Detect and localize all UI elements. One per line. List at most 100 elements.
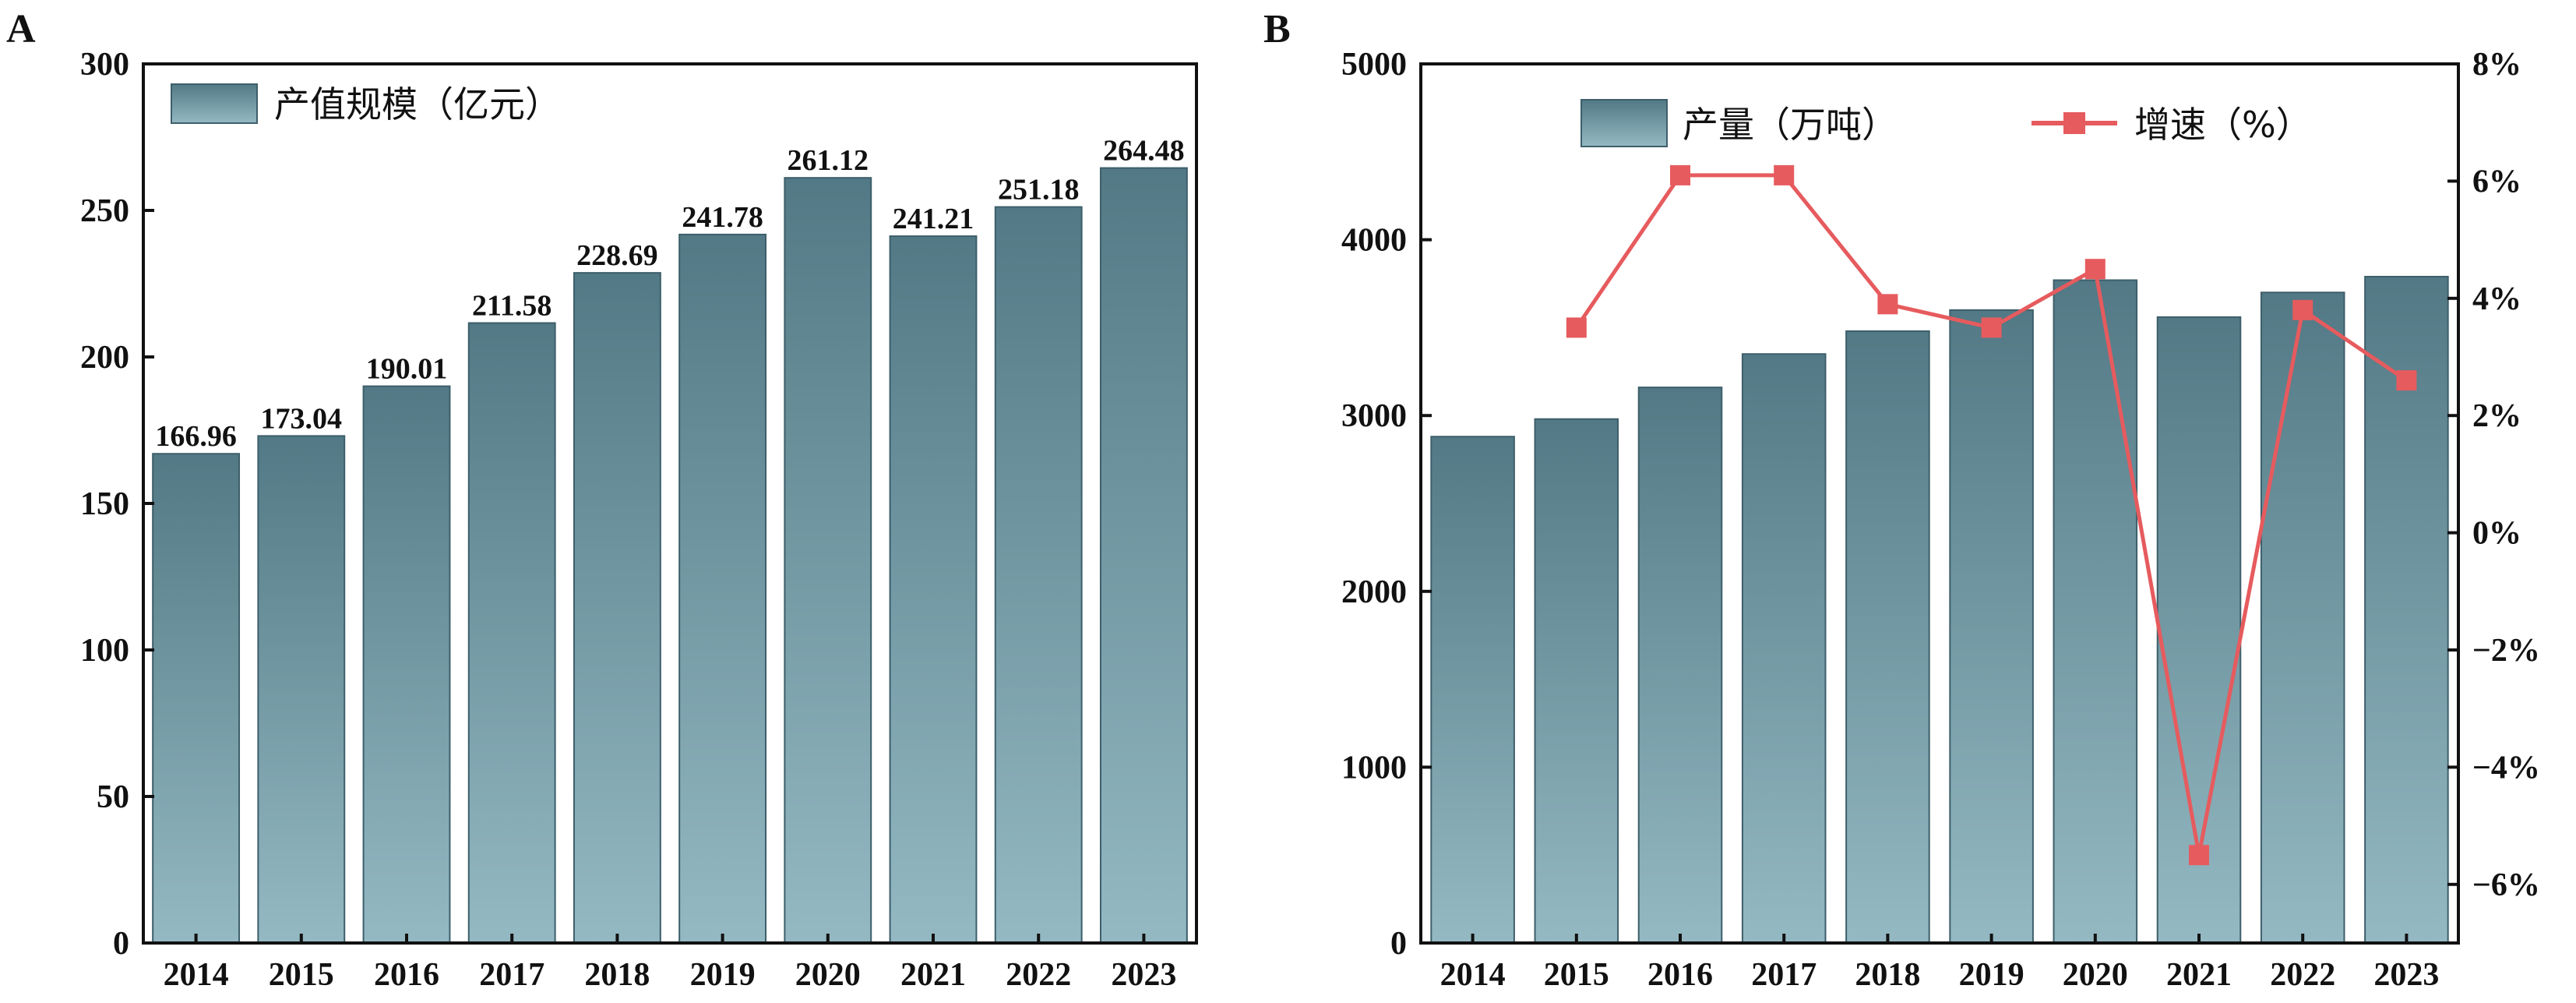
panel-b-bar <box>1534 418 1619 944</box>
panel-b-x-tick-label: 2014 <box>1440 957 1506 993</box>
panel-b-legend: 产量（万吨） 增速（%） <box>1580 99 2312 147</box>
panel-b-growth-point <box>2292 299 2313 320</box>
panel-a-y-tick-label: 50 <box>97 779 129 815</box>
panel-b-x-tick-label: 2021 <box>2166 957 2232 993</box>
panel-a-data-label: 264.48 <box>1103 135 1185 168</box>
panel-a-data-label: 166.96 <box>155 420 237 453</box>
panel-b-right-tick-label: −2% <box>2472 633 2540 669</box>
panel-b-growth-point <box>1670 164 1690 185</box>
panel-a-legend-label: 产值规模（亿元） <box>274 83 561 125</box>
panel-b-right-tick-label: 4% <box>2472 281 2521 317</box>
panel-a-x-tick-label: 2022 <box>1006 957 1071 993</box>
panel-a-bar <box>152 453 241 944</box>
panel-a-data-label: 261.12 <box>788 144 869 177</box>
panel-a-x-tick-label: 2020 <box>795 957 861 993</box>
panel-a-y-tick-label: 100 <box>80 633 129 669</box>
panel-a-y-tick-label: 300 <box>80 47 129 83</box>
panel-b-right-tick-label: −6% <box>2472 867 2540 903</box>
panel-a-legend: 产值规模（亿元） <box>171 83 561 125</box>
panel-b-bar <box>1430 436 1515 944</box>
panel-b-bar <box>1845 330 1930 944</box>
panel-a-data-label: 251.18 <box>998 174 1080 207</box>
panel-b-right-tick-label: −4% <box>2472 750 2540 786</box>
panel-a-legend-swatch <box>171 83 258 124</box>
panel-a-data-label: 190.01 <box>366 353 448 386</box>
panel-a-bar <box>678 233 767 944</box>
panel-a-x-tick-label: 2017 <box>479 957 544 993</box>
panel-a-bar <box>994 206 1083 945</box>
panel-a-x-tick-label: 2016 <box>374 957 439 993</box>
panel-b-left-tick-label: 4000 <box>1341 223 1407 259</box>
panel-a-bar <box>362 385 451 945</box>
panel-b-x-tick-label: 2017 <box>1751 957 1817 993</box>
panel-b-growth-point <box>1981 317 2002 338</box>
panel-a-y-tick-label: 150 <box>80 486 129 522</box>
panel-b-x-tick-label: 2023 <box>2373 957 2439 993</box>
panel-b-right-tick-label: 6% <box>2472 164 2521 200</box>
panel-a-x-tick-label: 2018 <box>584 957 650 993</box>
panel-b-bars <box>1430 275 2449 945</box>
panel-b-bar <box>2260 291 2345 944</box>
panel-b-x-tick-label: 2019 <box>1959 957 2025 993</box>
panel-b-right-tick-label: 0% <box>2472 516 2521 552</box>
panel-b-legend-line-marker <box>2063 112 2085 134</box>
panel-a-bar <box>257 435 346 944</box>
panel-a-y-tick-label: 250 <box>80 193 129 229</box>
panel-b-x-tick-label: 2016 <box>1647 957 1713 993</box>
panel-a-y-axis: 0 50 100 150 200 250 300 <box>80 47 154 962</box>
panel-a-data-labels: 166.96 173.04 190.01 211.58 228.69 241.78 261.… <box>155 135 1184 454</box>
panel-b-growth-point <box>1566 317 1587 338</box>
panel-a-y-tick-label: 200 <box>80 340 129 376</box>
panel-b-growth-point <box>1877 294 1898 315</box>
panel-b-right-tick-label: 2% <box>2472 398 2521 434</box>
panel-b-x-tick-label: 2020 <box>2063 957 2128 993</box>
panel-a-x-tick-label: 2021 <box>900 957 966 993</box>
panel-b-y-axis-left: 0 1000 2000 3000 4000 5000 <box>1341 47 1432 962</box>
panel-a-data-label: 228.69 <box>576 239 658 272</box>
panel-a-data-label: 211.58 <box>472 289 551 322</box>
panel-b-growth-point <box>1774 164 1795 185</box>
panel-a-letter: A <box>6 7 36 51</box>
panel-b-left-tick-label: 0 <box>1390 926 1407 962</box>
panel-a-x-axis: 2014 2015 2016 2017 2018 2019 2020 2021 2022 2023 <box>164 934 1176 993</box>
panel-b-letter: B <box>1263 7 1291 51</box>
panel-b-legend-bar-swatch <box>1580 99 1668 147</box>
panel-b-growth-line <box>1566 164 2417 866</box>
panel-a-bar <box>1099 167 1188 945</box>
panel-a-data-label: 241.78 <box>682 201 763 234</box>
panel-a-bar <box>889 235 978 944</box>
panel-b-left-tick-label: 1000 <box>1341 750 1407 786</box>
panel-b-y-axis-right: −6% −4% −2% 0% 2% 4% 6% 8% <box>2447 47 2540 903</box>
panel-a-bar <box>467 322 556 944</box>
panel-b-legend-bar-label: 产量（万吨） <box>1683 104 1898 146</box>
panel-b-growth-point <box>2396 370 2417 391</box>
panel-b-plot-frame <box>1419 62 2460 945</box>
panel-b-left-tick-label: 2000 <box>1341 574 1407 610</box>
panel-b-left-tick-label: 5000 <box>1341 47 1407 83</box>
panel-b-growth-point <box>2189 845 2209 866</box>
panel-b-bar <box>1949 309 2034 944</box>
panel-b-x-tick-label: 2018 <box>1855 957 1920 993</box>
panel-a-x-tick-label: 2019 <box>690 957 756 993</box>
panel-b-x-tick-label: 2022 <box>2270 957 2335 993</box>
panel-a-bar <box>573 272 661 944</box>
panel-a-x-tick-label: 2023 <box>1111 957 1176 993</box>
panel-b-bar <box>2053 279 2138 945</box>
panel-a-data-label: 173.04 <box>261 402 343 435</box>
panel-b-bar <box>2156 316 2242 944</box>
panel-b-legend-line-label: 增速（%） <box>2134 104 2312 146</box>
panel-a-x-tick-label: 2015 <box>269 957 334 993</box>
panel-a-y-tick-label: 0 <box>113 926 129 962</box>
panel-a-data-label: 241.21 <box>893 203 974 235</box>
panel-b-bar <box>1741 353 1827 944</box>
panel-b-bar <box>1637 387 1723 944</box>
panel-a-bars <box>152 167 1188 945</box>
panel-b-left-tick-label: 3000 <box>1341 398 1407 434</box>
panel-b-x-tick-label: 2015 <box>1544 957 1609 993</box>
panel-b-growth-point <box>2084 259 2106 280</box>
panel-b-x-axis: 2014 2015 2016 2017 2018 2019 2020 2021 2022 2023 <box>1440 934 2439 993</box>
panel-a: A 166.96 173.04 190.01 211.58 228.69 241.78 26… <box>6 7 1198 993</box>
panel-b: B 0 1000 2000 3000 4000 5000 −6% −4% −2% 0% 2% 4% 6… <box>1263 7 2540 993</box>
panel-b-right-tick-label: 8% <box>2472 47 2521 83</box>
